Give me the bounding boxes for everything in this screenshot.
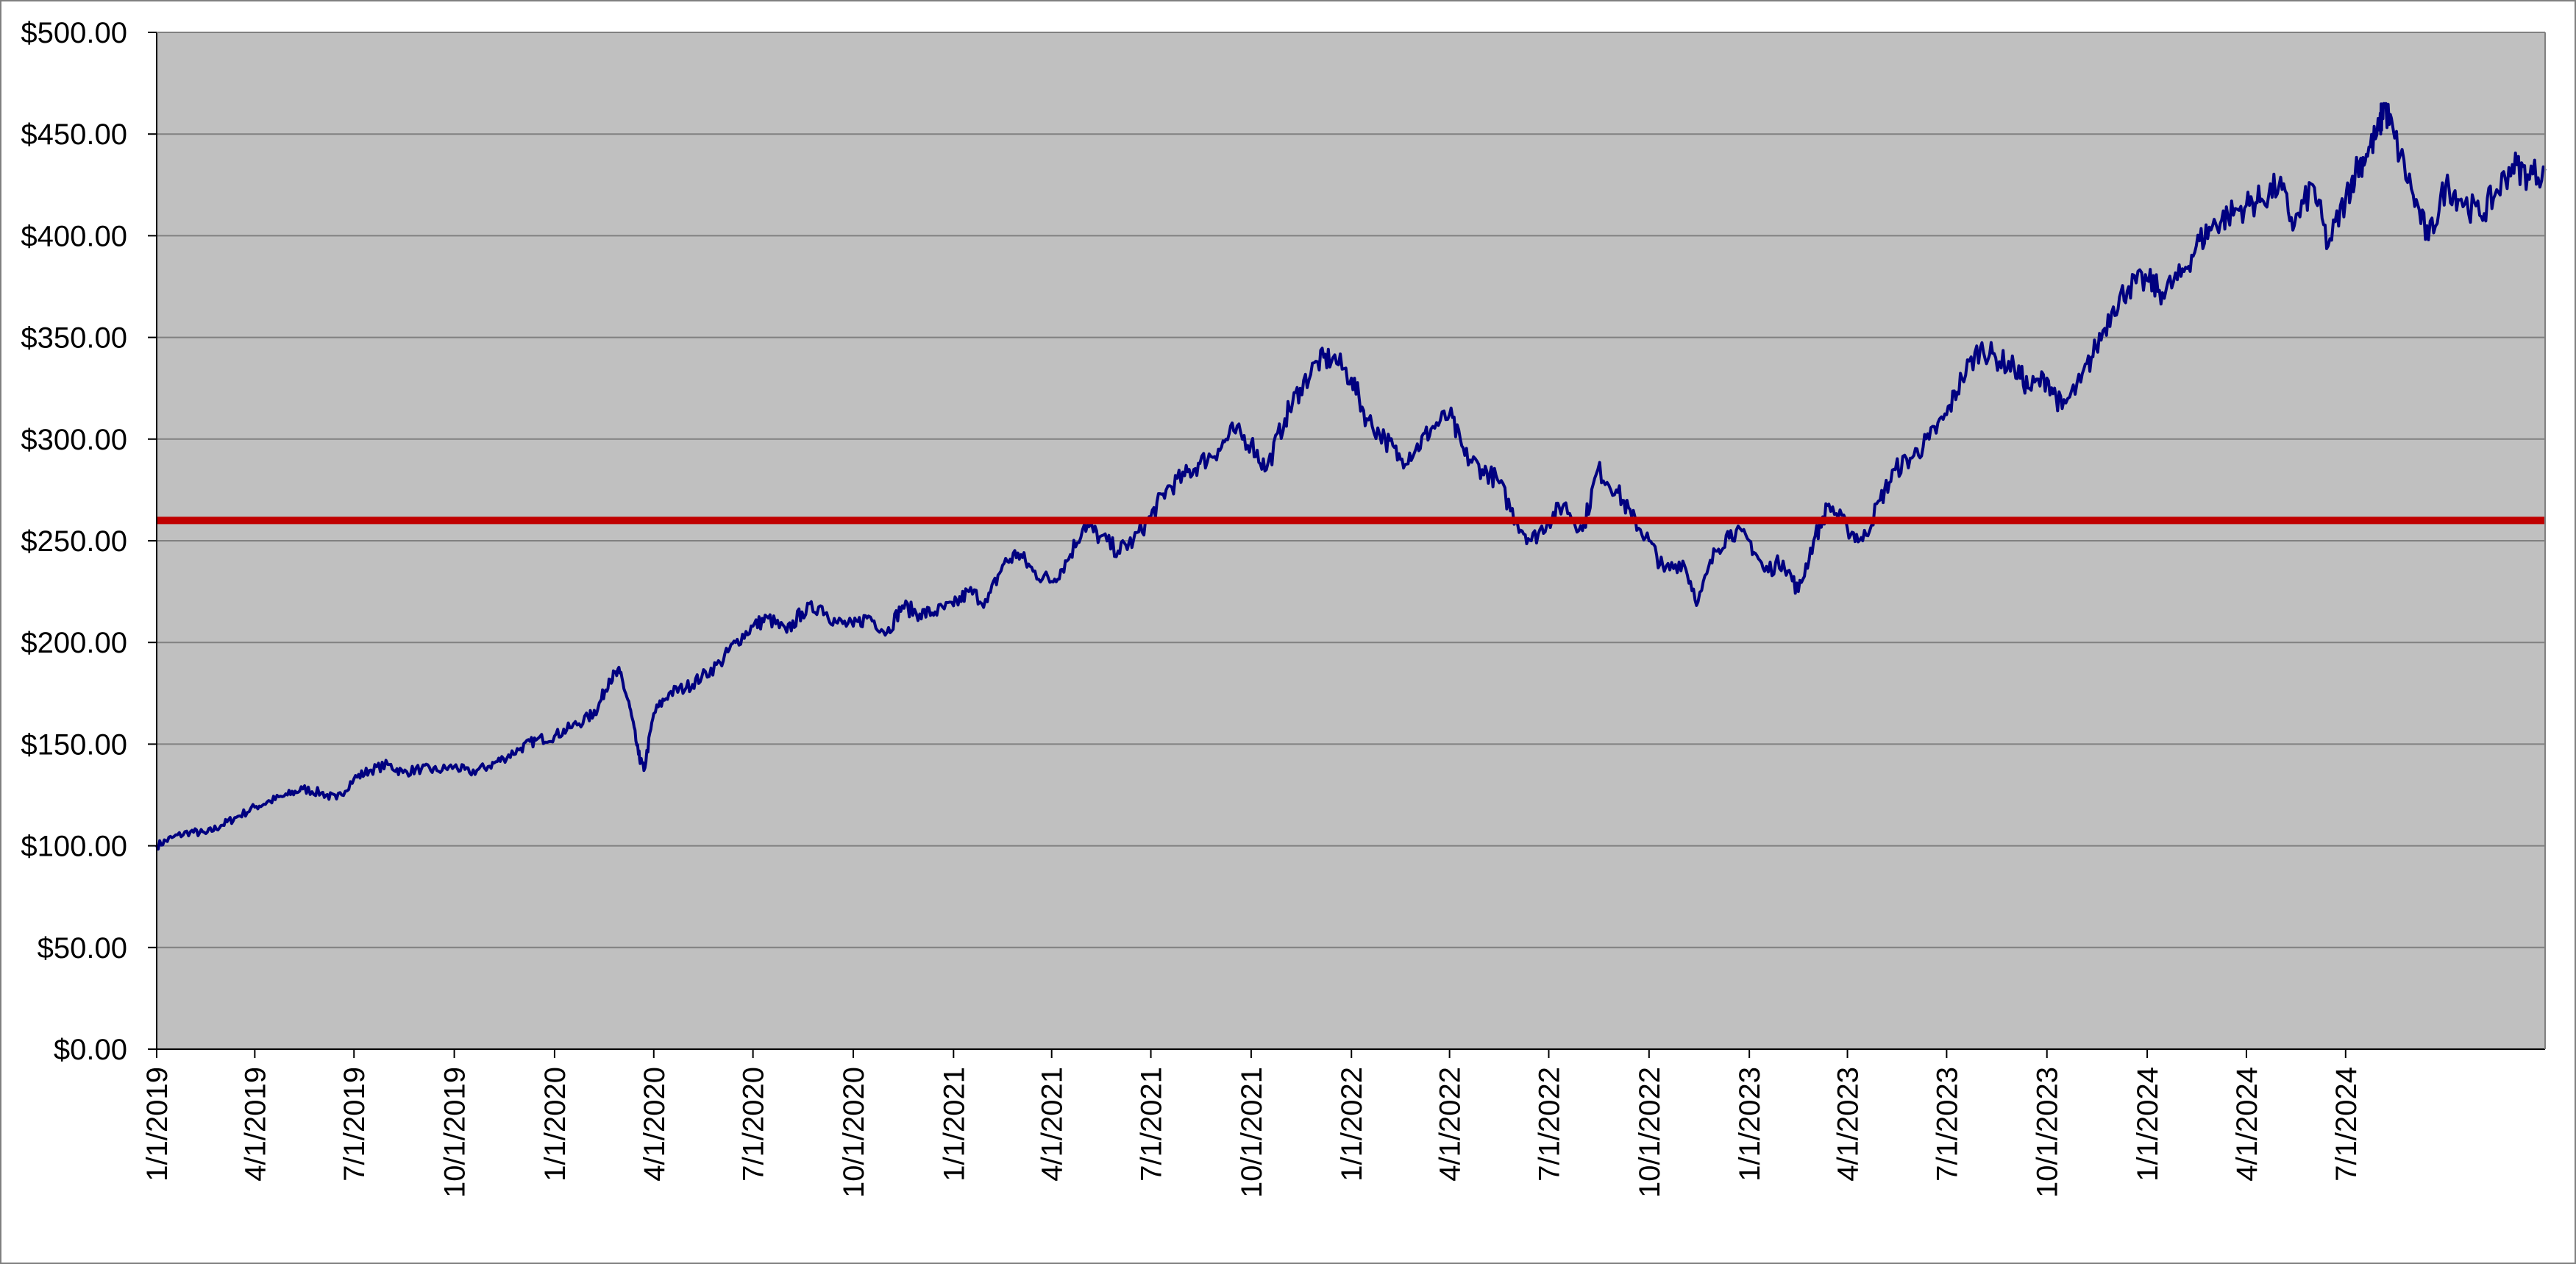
series-layer <box>155 102 2547 851</box>
x-tick-label: 7/1/2022 <box>1533 1067 1565 1182</box>
y-tick-label: $500.00 <box>21 17 127 49</box>
x-tick-label: 1/1/2020 <box>539 1067 572 1182</box>
series-line <box>155 102 2547 851</box>
x-tick-label: 10/1/2019 <box>439 1067 472 1198</box>
x-tick-label: 4/1/2020 <box>638 1067 671 1182</box>
x-tick-label: 4/1/2022 <box>1434 1067 1467 1182</box>
y-tick-label: $250.00 <box>21 525 127 558</box>
x-tick-label: 4/1/2019 <box>239 1067 271 1182</box>
x-tick-label: 7/1/2019 <box>338 1067 371 1182</box>
y-tick-label: $0.00 <box>54 1034 127 1066</box>
x-tick-label: 1/1/2024 <box>2132 1067 2164 1182</box>
x-tick-label: 4/1/2023 <box>1832 1067 1865 1182</box>
y-tick-label: $450.00 <box>21 118 127 151</box>
x-tick-label: 7/1/2021 <box>1136 1067 1168 1182</box>
y-tick-label: $150.00 <box>21 728 127 761</box>
x-tick-label: 4/1/2024 <box>2231 1067 2263 1182</box>
x-tick-label: 4/1/2021 <box>1036 1067 1069 1182</box>
x-tick-label: 10/1/2022 <box>1634 1067 1666 1198</box>
x-tick-label: 1/1/2021 <box>938 1067 970 1182</box>
x-tick-label: 10/1/2020 <box>838 1067 870 1198</box>
x-tick-label: 7/1/2024 <box>2330 1067 2363 1182</box>
x-axis-tick-labels: 1/1/2019 4/1/2019 7/1/2019 10/1/2019 1/1/202… <box>141 1049 2363 1198</box>
x-tick-label: 7/1/2023 <box>1931 1067 1963 1182</box>
x-tick-label: 1/1/2019 <box>141 1067 174 1182</box>
x-tick-label: 10/1/2021 <box>1236 1067 1268 1198</box>
y-tick-label: $50.00 <box>38 932 127 965</box>
y-tick-label: $200.00 <box>21 627 127 659</box>
y-tick-label: $300.00 <box>21 424 127 456</box>
y-tick-label: $400.00 <box>21 220 127 252</box>
x-tick-label: 1/1/2022 <box>1336 1067 1368 1182</box>
x-tick-label: 1/1/2023 <box>1734 1067 1766 1182</box>
x-tick-label: 7/1/2020 <box>738 1067 770 1182</box>
y-axis-tick-labels: $0.00 $50.00 $100.00 $150.00 $200.00 $250.00 $… <box>21 17 157 1066</box>
y-tick-label: $100.00 <box>21 831 127 863</box>
y-tick-label: $350.00 <box>21 322 127 355</box>
x-tick-label: 10/1/2023 <box>2032 1067 2064 1198</box>
